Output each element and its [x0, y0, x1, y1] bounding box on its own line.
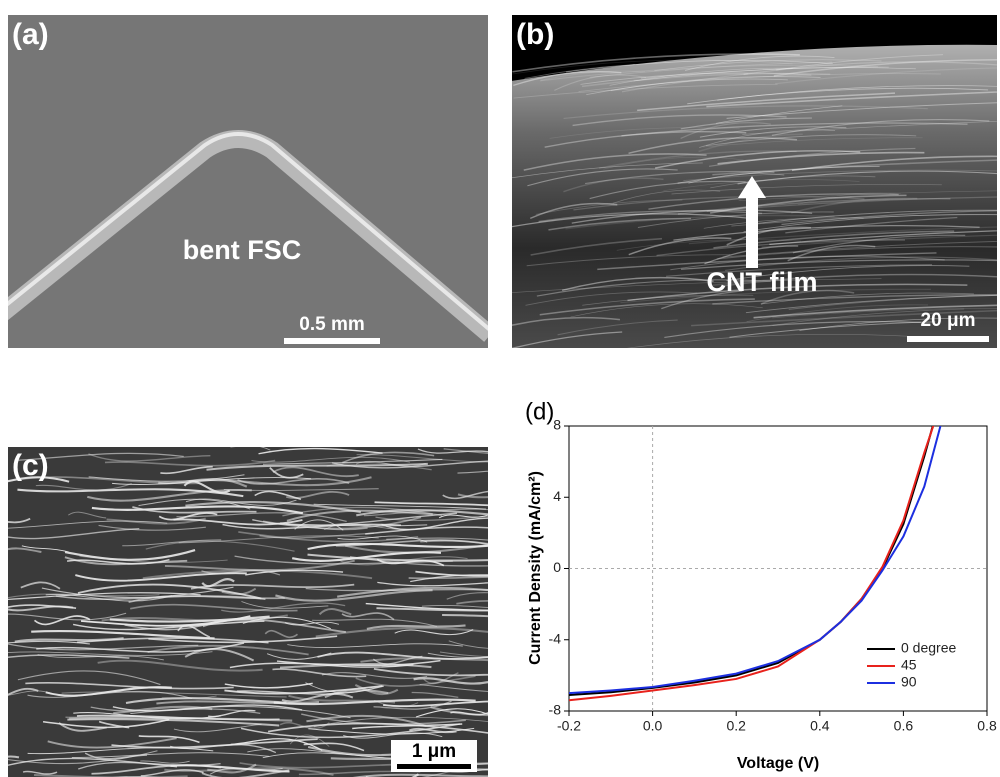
legend-label: 90 [901, 674, 917, 690]
x-tick-label: 0.0 [643, 718, 663, 734]
figure: (a) bent FSC 0.5 mm (b) CNT film 20 μm (… [0, 0, 1000, 777]
x-tick-label: 0.6 [894, 718, 914, 734]
x-tick-label: -0.2 [557, 718, 581, 734]
y-tick-label: -8 [549, 702, 562, 718]
scale-bar-label: 0.5 mm [299, 314, 364, 335]
legend-label: 45 [901, 657, 917, 673]
chart: -0.2 0.0 0.2 0.4 0.6 0.8 -8 -4 0 4 8 0 degree4590 [549, 381, 997, 733]
series-line [569, 381, 945, 695]
y-tick-label: -4 [549, 630, 562, 646]
x-tick-label: 0.4 [810, 718, 830, 734]
annotation: CNT film [707, 267, 818, 297]
sem-image-a [0, 15, 490, 348]
y-tick-label: 4 [553, 488, 561, 504]
annotation: bent FSC [183, 235, 302, 265]
scale-bar [284, 338, 380, 344]
x-axis-label: Voltage (V) [737, 755, 819, 772]
y-axis-label: Current Density (mA/cm²) [527, 471, 544, 665]
scale-bar [907, 336, 989, 342]
scale-bar-label: 1 μm [412, 741, 456, 762]
panel-label: (c) [12, 449, 49, 482]
panel-label: (d) [525, 398, 554, 425]
scale-bar [397, 764, 471, 769]
series-group [569, 381, 945, 700]
y-tick-label: 0 [553, 559, 561, 575]
scale-bar-label: 20 μm [921, 310, 976, 331]
sem-background [8, 15, 488, 348]
panel-label: (a) [12, 18, 49, 51]
x-tick-label: 0.8 [977, 718, 997, 734]
x-tick-label: 0.2 [726, 718, 746, 734]
legend-label: 0 degree [901, 640, 956, 656]
panel-label: (b) [516, 18, 554, 51]
series-line [569, 390, 945, 700]
y-tick-label: 8 [553, 417, 561, 433]
